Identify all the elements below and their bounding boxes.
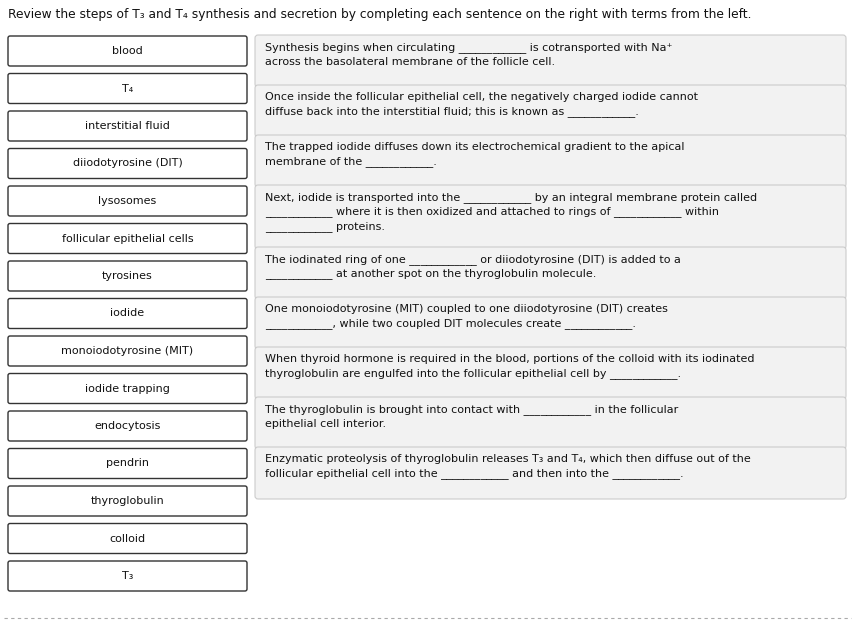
Text: thyroglobulin: thyroglobulin: [91, 496, 164, 506]
FancyBboxPatch shape: [255, 135, 846, 187]
Text: Synthesis begins when circulating ____________ is cotransported with Na⁺
across : Synthesis begins when circulating ______…: [265, 42, 672, 67]
Text: blood: blood: [112, 46, 143, 56]
FancyBboxPatch shape: [8, 561, 247, 591]
Text: One monoiodotyrosine (MIT) coupled to one diiodotyrosine (DIT) creates
_________: One monoiodotyrosine (MIT) coupled to on…: [265, 304, 668, 328]
FancyBboxPatch shape: [8, 524, 247, 553]
Text: Enzymatic proteolysis of thyroglobulin releases T₃ and T₄, which then diffuse ou: Enzymatic proteolysis of thyroglobulin r…: [265, 454, 751, 479]
Text: monoiodotyrosine (MIT): monoiodotyrosine (MIT): [62, 346, 193, 356]
FancyBboxPatch shape: [8, 111, 247, 141]
Text: interstitial fluid: interstitial fluid: [85, 121, 170, 131]
Text: tyrosines: tyrosines: [102, 271, 153, 281]
FancyBboxPatch shape: [8, 336, 247, 366]
Text: endocytosis: endocytosis: [94, 421, 161, 431]
Text: The thyroglobulin is brought into contact with ____________ in the follicular
ep: The thyroglobulin is brought into contac…: [265, 404, 678, 428]
FancyBboxPatch shape: [255, 185, 846, 249]
FancyBboxPatch shape: [8, 186, 247, 216]
Text: T₃: T₃: [121, 571, 133, 581]
FancyBboxPatch shape: [8, 411, 247, 441]
Text: iodide: iodide: [110, 308, 144, 318]
Text: The trapped iodide diffuses down its electrochemical gradient to the apical
memb: The trapped iodide diffuses down its ele…: [265, 142, 685, 166]
FancyBboxPatch shape: [255, 297, 846, 349]
FancyBboxPatch shape: [8, 261, 247, 291]
FancyBboxPatch shape: [8, 36, 247, 66]
Text: T₄: T₄: [122, 84, 133, 94]
Text: diiodotyrosine (DIT): diiodotyrosine (DIT): [73, 158, 182, 168]
Text: When thyroid hormone is required in the blood, portions of the colloid with its : When thyroid hormone is required in the …: [265, 354, 754, 379]
Text: The iodinated ring of one ____________ or diiodotyrosine (DIT) is added to a
___: The iodinated ring of one ____________ o…: [265, 254, 681, 279]
Text: colloid: colloid: [109, 534, 145, 543]
Text: Next, iodide is transported into the ____________ by an integral membrane protei: Next, iodide is transported into the ___…: [265, 192, 758, 232]
Text: iodide trapping: iodide trapping: [85, 384, 170, 394]
FancyBboxPatch shape: [255, 347, 846, 399]
FancyBboxPatch shape: [8, 486, 247, 516]
FancyBboxPatch shape: [255, 85, 846, 137]
Text: Review the steps of T₃ and T₄ synthesis and secretion by completing each sentenc: Review the steps of T₃ and T₄ synthesis …: [8, 8, 752, 21]
FancyBboxPatch shape: [8, 148, 247, 178]
FancyBboxPatch shape: [255, 447, 846, 499]
Text: Once inside the follicular epithelial cell, the negatively charged iodide cannot: Once inside the follicular epithelial ce…: [265, 92, 698, 117]
FancyBboxPatch shape: [255, 247, 846, 299]
Text: lysosomes: lysosomes: [98, 196, 156, 206]
FancyBboxPatch shape: [8, 224, 247, 254]
FancyBboxPatch shape: [255, 397, 846, 449]
Text: pendrin: pendrin: [106, 458, 149, 468]
FancyBboxPatch shape: [8, 298, 247, 328]
FancyBboxPatch shape: [8, 73, 247, 104]
Text: follicular epithelial cells: follicular epithelial cells: [62, 234, 193, 244]
FancyBboxPatch shape: [8, 448, 247, 479]
FancyBboxPatch shape: [8, 374, 247, 404]
FancyBboxPatch shape: [255, 35, 846, 87]
